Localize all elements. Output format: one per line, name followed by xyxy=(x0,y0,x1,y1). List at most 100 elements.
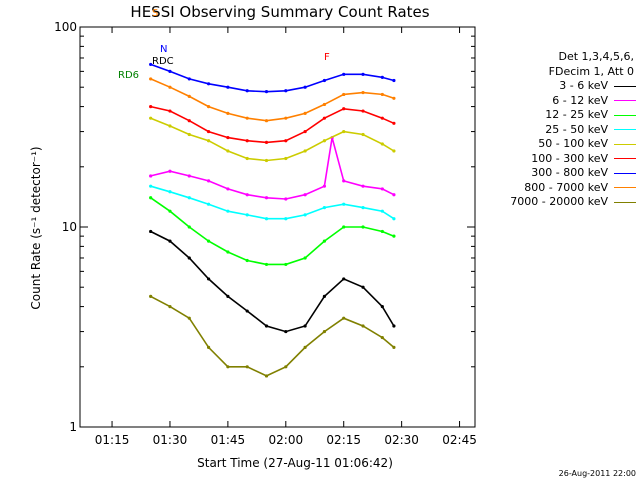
legend-entry: 25 - 50 keV xyxy=(478,123,638,138)
data-point xyxy=(303,213,307,217)
data-point xyxy=(206,277,211,281)
data-point xyxy=(149,104,153,109)
data-point xyxy=(149,294,153,298)
legend-label: 7000 - 20000 keV xyxy=(510,195,608,208)
legend-label: 50 - 100 keV xyxy=(538,137,608,150)
data-point xyxy=(168,69,172,73)
series-line xyxy=(150,117,395,162)
y-tick-label: 100 xyxy=(54,20,77,34)
y-tick-label: 10 xyxy=(62,220,77,234)
data-point xyxy=(168,239,172,243)
data-point xyxy=(361,72,365,76)
data-point xyxy=(303,193,307,197)
data-point xyxy=(206,239,211,243)
data-point xyxy=(264,217,269,221)
data-point xyxy=(149,116,153,120)
legend-entries: 3 - 6 keV 6 - 12 keV 12 - 25 keV 25 - 50 ke… xyxy=(478,79,638,210)
data-point xyxy=(264,262,269,267)
data-point xyxy=(361,109,365,113)
data-point xyxy=(322,116,327,120)
data-point xyxy=(322,78,327,83)
data-point xyxy=(361,184,365,188)
data-point xyxy=(187,132,191,137)
data-point xyxy=(168,124,172,128)
data-point xyxy=(245,116,249,120)
data-point xyxy=(322,139,327,143)
data-point xyxy=(380,335,384,340)
data-point xyxy=(187,196,191,200)
data-point xyxy=(303,129,307,134)
data-point xyxy=(380,304,384,309)
data-point xyxy=(303,345,307,350)
data-point xyxy=(284,197,288,201)
data-point xyxy=(206,82,211,86)
legend-entry: 6 - 12 keV xyxy=(478,94,638,109)
data-point xyxy=(187,225,191,229)
data-point xyxy=(380,92,384,97)
data-point xyxy=(187,77,191,81)
data-point xyxy=(149,174,153,178)
data-point xyxy=(284,89,288,93)
data-point xyxy=(392,234,396,238)
data-point xyxy=(245,213,249,217)
x-tick-label: 02:30 xyxy=(384,433,419,447)
plot-label: RDC xyxy=(152,56,174,67)
x-axis-label: Start Time (27-Aug-11 01:06:42) xyxy=(197,456,393,470)
legend-entry: 12 - 25 keV xyxy=(478,108,638,123)
legend-swatch xyxy=(614,172,636,174)
chart-title: HESSI Observing Summary Count Rates xyxy=(130,3,429,21)
data-point xyxy=(284,139,288,143)
data-point xyxy=(226,149,230,153)
legend-entry: 300 - 800 keV xyxy=(478,166,638,181)
legend-entry: 3 - 6 keV xyxy=(478,79,638,94)
legend-label: 300 - 800 keV xyxy=(531,166,608,179)
legend-swatch xyxy=(614,158,636,160)
legend-label: 800 - 7000 keV xyxy=(524,180,608,194)
data-point xyxy=(303,256,307,260)
data-point xyxy=(303,149,307,153)
legend-label: 12 - 25 keV xyxy=(545,108,608,121)
legend-entry: 800 - 7000 keV xyxy=(478,181,638,196)
legend-header-attenuator: FDecim 1, Att 0 xyxy=(548,64,634,78)
data-point xyxy=(342,225,346,229)
data-point xyxy=(264,119,269,123)
data-point xyxy=(380,75,384,79)
legend-label: 100 - 300 keV xyxy=(531,151,608,165)
data-point xyxy=(168,190,172,194)
data-point xyxy=(226,135,230,140)
legend-label: 3 - 6 keV xyxy=(559,79,608,92)
series-line xyxy=(150,230,395,333)
plot-label: F xyxy=(324,52,330,63)
data-point xyxy=(245,156,249,161)
data-point xyxy=(149,196,153,200)
y-axis: 1 10 100 xyxy=(54,20,475,434)
data-point xyxy=(245,258,249,263)
data-point xyxy=(342,277,346,281)
data-point xyxy=(206,139,211,143)
x-tick-label: 02:45 xyxy=(442,433,477,447)
data-point xyxy=(392,345,396,350)
data-point xyxy=(149,184,153,188)
data-point xyxy=(149,77,153,81)
data-point xyxy=(226,209,230,213)
data-point xyxy=(264,140,269,144)
data-point xyxy=(264,374,269,378)
data-point xyxy=(361,206,365,210)
data-point xyxy=(342,179,346,183)
data-point xyxy=(392,121,396,125)
data-point xyxy=(322,184,327,188)
data-point xyxy=(264,196,269,200)
data-point xyxy=(392,324,396,328)
data-point xyxy=(322,294,327,298)
x-tick-label: 02:00 xyxy=(269,433,304,447)
legend-entry: 100 - 300 keV xyxy=(478,152,638,167)
x-tick-label: 01:15 xyxy=(95,433,130,447)
data-point xyxy=(168,304,172,309)
data-point xyxy=(342,202,346,206)
data-point xyxy=(342,92,346,97)
data-point xyxy=(284,365,288,369)
data-point xyxy=(380,209,384,213)
data-point xyxy=(322,239,327,243)
legend-swatch xyxy=(614,143,636,145)
data-point xyxy=(284,156,288,161)
